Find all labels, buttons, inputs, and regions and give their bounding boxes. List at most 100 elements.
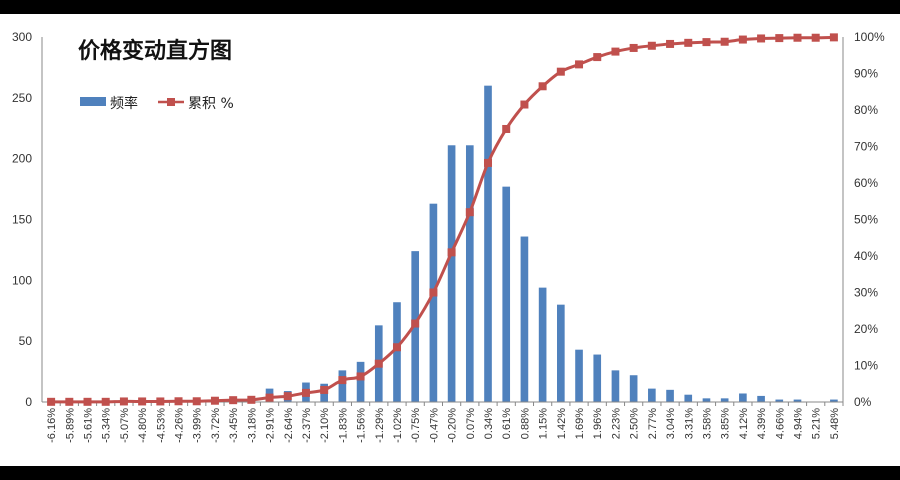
cumulative-point — [702, 38, 711, 47]
cumulative-point — [265, 393, 274, 402]
x-tick-label: 3.58% — [701, 408, 713, 439]
cumulative-point — [575, 60, 584, 69]
cumulative-point — [156, 397, 165, 406]
histogram-bar — [830, 399, 838, 402]
x-tick-label: 5.48% — [829, 408, 841, 439]
histogram-bar — [520, 236, 529, 402]
x-tick-label: 4.94% — [792, 408, 804, 439]
y-left-tick-label: 200 — [12, 152, 32, 166]
x-tick-label: -3.99% — [192, 408, 204, 443]
plot-area: 0 50 100 150 200 250 300 0% 10% 20% 30% 40% 50% 60% 70… — [12, 30, 885, 443]
x-tick-label: -2.10% — [319, 408, 331, 443]
cumulative-point — [647, 41, 656, 50]
y-right-tick-label: 100% — [854, 30, 885, 44]
cumulative-point — [556, 67, 565, 76]
histogram-bar — [557, 304, 565, 402]
cumulative-point — [192, 397, 201, 406]
x-tick-label: -3.72% — [210, 408, 222, 443]
x-tick-label: 4.12% — [738, 408, 750, 439]
histogram-bar — [793, 399, 802, 402]
cumulative-point — [138, 397, 147, 406]
x-tick-label: 0.07% — [465, 408, 477, 439]
cumulative-point — [392, 343, 401, 352]
cumulative-point — [83, 397, 92, 406]
y-right-tick-label: 10% — [854, 359, 878, 373]
y-right-tick-label: 80% — [854, 103, 878, 117]
x-tick-label: 3.31% — [683, 408, 695, 439]
x-tick-label: 4.39% — [756, 408, 768, 439]
x-tick-label: -2.91% — [265, 408, 277, 443]
x-tick-label: -0.20% — [447, 408, 459, 443]
histogram-bar — [739, 393, 747, 402]
cumulative-point — [520, 100, 529, 109]
chart-title: 价格变动直方图 — [78, 38, 232, 64]
cumulative-point — [793, 33, 802, 42]
histogram-bar — [648, 388, 656, 402]
cumulative-point — [411, 319, 420, 328]
cumulative-point — [666, 39, 675, 48]
histogram-bar — [465, 145, 474, 403]
x-tick-label: -1.29% — [374, 408, 386, 443]
cumulative-point — [65, 397, 74, 406]
cumulative-point — [738, 35, 747, 44]
x-tick-label: -1.02% — [392, 408, 404, 443]
x-tick-label: 2.23% — [610, 408, 622, 439]
x-tick-label: -3.18% — [246, 408, 258, 443]
cumulative-point — [320, 385, 329, 394]
x-tick-label: 4.66% — [774, 408, 786, 439]
x-tick-label: 1.15% — [538, 408, 550, 439]
legend-label-cumulative: 累积 % — [188, 96, 234, 112]
y-right-tick-label: 30% — [854, 286, 878, 300]
x-tick-label: 3.04% — [665, 408, 677, 439]
y-right-tick-label: 50% — [854, 213, 878, 227]
cumulative-point — [593, 53, 602, 62]
histogram-bar — [502, 186, 511, 402]
histogram-bar — [629, 375, 638, 402]
x-tick-label: -4.80% — [137, 408, 149, 443]
x-tick-label: 0.88% — [519, 408, 531, 439]
y-right-tick-label: 70% — [854, 140, 878, 154]
x-tick-label: -5.89% — [64, 408, 76, 443]
y-right-tick-label: 20% — [854, 322, 878, 336]
histogram-bar — [429, 203, 438, 402]
histogram-bar — [575, 349, 583, 402]
histogram-bar — [356, 361, 365, 402]
cumulative-point — [247, 395, 256, 404]
cumulative-point — [101, 397, 110, 406]
cumulative-point — [484, 158, 493, 167]
y-left-tick-label: 0 — [25, 395, 32, 409]
y-left-tick-label: 250 — [12, 91, 32, 105]
y-left-tick-label: 100 — [12, 273, 32, 287]
x-tick-label: -0.75% — [410, 408, 422, 443]
y-right-tick-label: 90% — [854, 67, 878, 81]
y-left-tick-label: 50 — [19, 334, 33, 348]
x-tick-label: -1.83% — [337, 408, 349, 443]
cumulative-line — [51, 35, 834, 404]
histogram-bar — [757, 395, 765, 402]
x-tick-label: 2.50% — [629, 408, 641, 439]
x-tick-label: 5.21% — [811, 408, 823, 439]
y-left-tick-label: 300 — [12, 30, 32, 44]
cumulative-point — [174, 397, 183, 406]
cumulative-point — [338, 376, 347, 385]
cumulative-point — [502, 124, 511, 133]
histogram-bar — [684, 394, 693, 402]
histogram-bar — [393, 302, 401, 402]
histogram-bar — [702, 398, 711, 402]
cumulative-point — [720, 37, 729, 46]
y-right-tick-label: 40% — [854, 249, 878, 263]
histogram-bar — [538, 287, 547, 402]
x-tick-label: -0.47% — [428, 408, 440, 443]
cumulative-point — [629, 43, 638, 52]
x-tick-label: 1.69% — [574, 408, 586, 439]
histogram-chart: 价格变动直方图 0 50 100 150 200 250 300 0% 10% 20% 30% 40%… — [12, 30, 885, 443]
y-left-tick-label: 150 — [12, 213, 32, 227]
histogram-bar — [720, 398, 729, 402]
histogram-bar — [666, 389, 674, 402]
x-tick-label: -2.37% — [301, 408, 313, 443]
chart-container: 价格变动直方图 0 50 100 150 200 250 300 0% 10% 20% 30% 40%… — [0, 14, 900, 466]
x-tick-label: -5.61% — [83, 408, 95, 443]
y-right-tick-label: 0% — [854, 395, 872, 409]
legend-label-frequency: 频率 — [110, 95, 138, 112]
cumulative-point — [356, 372, 365, 381]
